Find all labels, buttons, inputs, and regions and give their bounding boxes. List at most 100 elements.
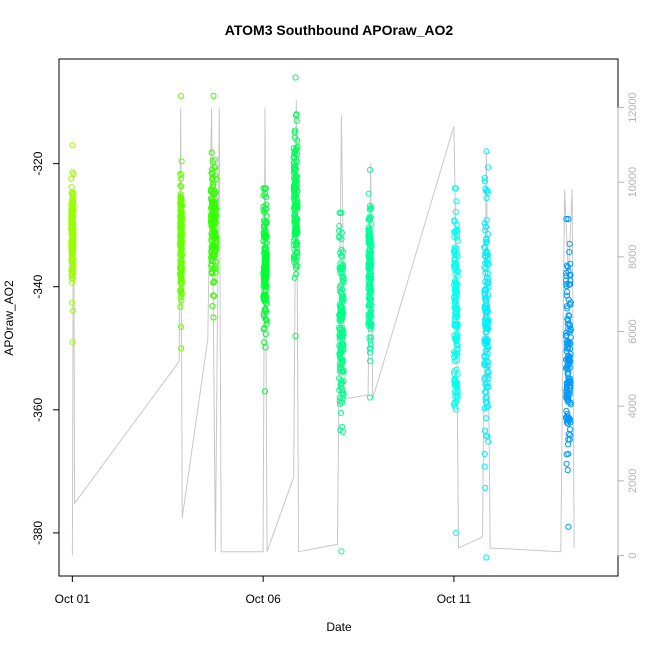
data-point — [178, 245, 185, 252]
data-point — [366, 239, 373, 247]
data-point — [294, 205, 301, 212]
data-point — [293, 238, 300, 245]
data-point — [366, 206, 373, 213]
scatter-points-layer — [68, 74, 574, 561]
data-point — [454, 382, 461, 389]
data-point — [564, 410, 571, 417]
data-point — [451, 262, 458, 269]
data-point — [563, 348, 570, 355]
data-point — [485, 164, 492, 171]
data-point — [482, 253, 489, 260]
data-point — [483, 259, 491, 266]
data-point — [452, 529, 459, 537]
data-point — [178, 280, 185, 287]
data-point — [337, 303, 344, 311]
data-point — [338, 381, 345, 388]
data-point — [451, 279, 459, 286]
data-point — [178, 158, 185, 165]
data-point — [481, 359, 488, 366]
data-point — [211, 234, 218, 241]
data-point — [339, 389, 346, 396]
data-point — [291, 164, 298, 171]
data-point — [451, 228, 458, 235]
data-point — [292, 262, 299, 269]
cluster-3 — [207, 92, 220, 321]
data-point — [366, 280, 374, 288]
data-point — [365, 226, 372, 233]
data-point — [481, 264, 488, 271]
data-point — [69, 209, 76, 217]
data-point — [337, 312, 344, 319]
data-point — [454, 342, 461, 349]
data-point — [340, 368, 347, 375]
data-point — [564, 288, 571, 295]
data-point — [69, 307, 77, 314]
data-point — [208, 220, 215, 228]
data-point — [260, 326, 267, 333]
cluster-6 — [336, 209, 347, 555]
data-point — [366, 394, 374, 401]
data-point — [212, 266, 219, 273]
data-point — [365, 265, 372, 272]
data-point — [210, 314, 217, 321]
data-point — [564, 466, 571, 474]
data-point — [293, 158, 300, 166]
data-point — [482, 250, 489, 257]
data-point — [338, 548, 345, 555]
y-axis-label: APOraw_AO2 — [2, 280, 16, 356]
data-point — [567, 426, 574, 433]
data-point — [367, 295, 374, 303]
data-point — [339, 386, 346, 393]
data-point — [564, 263, 572, 270]
data-point — [566, 378, 573, 385]
data-point — [178, 273, 185, 280]
data-point — [565, 215, 572, 223]
data-point — [211, 278, 218, 285]
data-point — [365, 253, 372, 260]
data-point — [482, 322, 489, 329]
data-point — [336, 324, 343, 331]
data-point — [210, 242, 217, 249]
data-point — [69, 232, 76, 239]
data-point — [336, 394, 343, 401]
data-point — [336, 342, 343, 349]
data-point — [291, 252, 298, 259]
data-point — [452, 208, 459, 215]
cluster-1 — [68, 142, 77, 346]
data-point — [260, 217, 268, 224]
y2-tick-label: 4000 — [627, 394, 639, 418]
data-point — [452, 298, 459, 305]
data-point — [563, 215, 570, 223]
data-point — [483, 415, 490, 422]
data-point — [452, 287, 459, 294]
data-point — [292, 174, 299, 181]
data-point — [291, 259, 298, 266]
data-point — [211, 210, 218, 217]
data-point — [366, 334, 373, 341]
data-point — [339, 275, 346, 282]
data-point — [365, 313, 372, 320]
data-point — [452, 305, 459, 312]
data-point — [294, 253, 301, 260]
data-point — [481, 178, 488, 185]
data-point — [293, 173, 301, 180]
data-point — [483, 239, 490, 246]
data-point — [291, 129, 298, 136]
data-point — [178, 195, 185, 202]
data-point — [178, 276, 185, 283]
data-point — [210, 92, 217, 100]
data-point — [337, 409, 345, 416]
data-point — [566, 328, 573, 335]
data-point — [365, 190, 372, 197]
data-point — [451, 294, 458, 301]
data-point — [290, 182, 297, 189]
data-point — [482, 348, 489, 355]
data-point — [261, 260, 268, 267]
data-point — [367, 236, 374, 243]
data-point — [337, 427, 344, 434]
data-point — [365, 262, 373, 269]
data-point — [482, 278, 489, 285]
data-point — [483, 554, 490, 561]
data-point — [339, 335, 346, 342]
